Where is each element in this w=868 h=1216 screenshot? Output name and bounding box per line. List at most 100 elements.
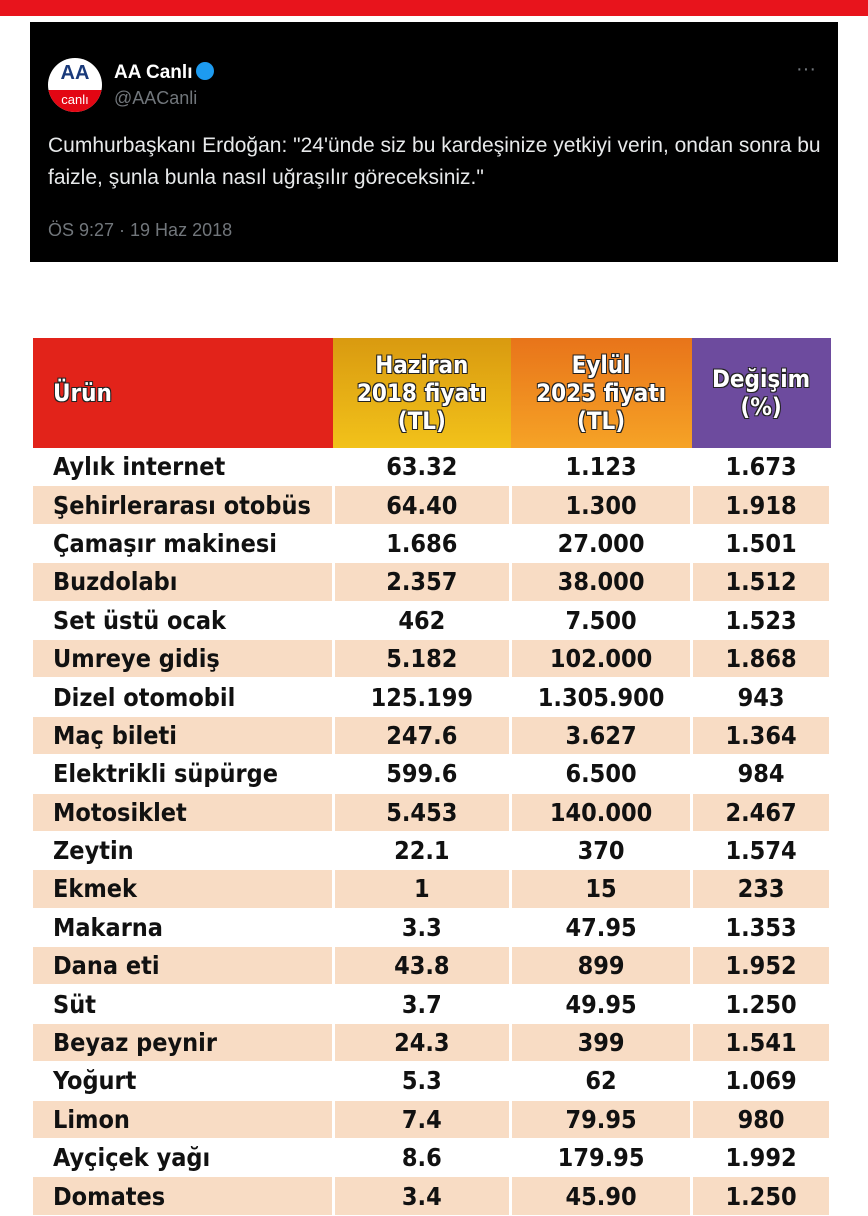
product-cell: Buzdolabı: [33, 562, 335, 602]
table-row: Dana eti 43.8 899 1.952: [33, 946, 832, 986]
product-cell: Şehirlerarası otobüs: [33, 485, 335, 525]
header-line: 2025 fiyatı: [536, 379, 667, 407]
more-menu[interactable]: ···: [796, 58, 816, 80]
value-cell: 399: [510, 1023, 694, 1063]
product-cell: Ayçiçek yağı: [33, 1138, 335, 1178]
header-cell: Haziran 2018 fiyatı (TL): [333, 338, 511, 448]
product-cell: Süt: [33, 984, 335, 1024]
value-cell: 64.40: [333, 485, 513, 525]
avatar[interactable]: AA canlı: [48, 58, 102, 112]
value-cell: 980: [691, 1100, 832, 1140]
value-cell: 984: [691, 754, 832, 794]
value-cell: 1: [333, 869, 513, 909]
value-cell: 6.500: [510, 754, 694, 794]
header-cell: Eylül 2025 fiyatı (TL): [510, 338, 692, 448]
header-line: Ürün: [53, 379, 112, 407]
value-cell: 1.501: [691, 524, 832, 564]
value-cell: 5.182: [333, 639, 513, 679]
value-cell: 1.123: [510, 448, 694, 487]
header-line: (%): [740, 393, 782, 421]
author-handle[interactable]: @AACanli: [114, 88, 198, 108]
value-cell: 1.364: [691, 716, 832, 756]
header-row: Ürün Haziran 2018 fiyatı (TL) Eylül 2025 fiya…: [33, 338, 831, 448]
header-cell: Ürün: [33, 338, 334, 448]
value-cell: 63.32: [333, 448, 513, 487]
table-row: Buzdolabı 2.357 38.000 1.512: [33, 562, 832, 602]
value-cell: 2.467: [691, 793, 832, 832]
product-cell: Aylık internet: [33, 448, 335, 487]
table-row: Ayçiçek yağı 8.6 179.95 1.992: [33, 1138, 832, 1178]
product-cell: Limon: [33, 1100, 335, 1140]
table-row: Çamaşır makinesi 1.686 27.000 1.501: [33, 524, 832, 564]
value-cell: 1.541: [691, 1023, 832, 1063]
value-cell: 462: [333, 601, 513, 640]
header-line: Haziran: [375, 351, 469, 379]
table-row: Elektrikli süpürge 599.6 6.500 984: [33, 754, 832, 794]
table-row: Motosiklet 5.453 140.000 2.467: [33, 793, 832, 832]
value-cell: 3.3: [333, 908, 513, 948]
value-cell: 49.95: [510, 984, 694, 1024]
header-cell: Değişim (%): [691, 338, 831, 448]
table-row: Maç bileti 247.6 3.627 1.364: [33, 716, 832, 756]
value-cell: 140.000: [510, 793, 694, 832]
value-cell: 1.305.900: [510, 677, 694, 717]
product-cell: Ekmek: [33, 869, 335, 909]
table-row: Domates 3.4 45.90 1.250: [33, 1176, 832, 1216]
product-cell: Dizel otomobil: [33, 677, 335, 717]
avatar-label: canlı: [48, 90, 102, 112]
value-cell: 1.523: [691, 601, 832, 640]
value-cell: 15: [510, 869, 694, 909]
table-row: Set üstü ocak 462 7.500 1.523: [33, 601, 832, 640]
value-cell: 45.90: [510, 1176, 694, 1216]
product-cell: Çamaşır makinesi: [33, 524, 335, 564]
value-cell: 102.000: [510, 639, 694, 679]
header-line: Değişim: [711, 365, 811, 393]
value-cell: 3.627: [510, 716, 694, 756]
product-cell: Makarna: [33, 908, 335, 948]
table-row: Aylık internet 63.32 1.123 1.673: [33, 448, 832, 487]
value-cell: 1.686: [333, 524, 513, 564]
author-name[interactable]: AA Canlı: [114, 62, 215, 84]
product-cell: Umreye gidiş: [33, 639, 335, 679]
value-cell: 7.500: [510, 601, 694, 640]
value-cell: 2.357: [333, 562, 513, 602]
value-cell: 1.300: [510, 485, 694, 525]
value-cell: 125.199: [333, 677, 513, 717]
value-cell: 233: [691, 869, 832, 909]
value-cell: 179.95: [510, 1138, 694, 1178]
product-cell: Maç bileti: [33, 716, 335, 756]
product-cell: Beyaz peynir: [33, 1023, 335, 1063]
value-cell: 1.250: [691, 984, 832, 1024]
tweet-text: Cumhurbaşkanı Erdoğan: "24'ünde siz bu k…: [48, 134, 821, 189]
value-cell: 62: [510, 1061, 694, 1101]
header-line: Eylül: [571, 351, 631, 379]
value-cell: 38.000: [510, 562, 694, 602]
avatar-logo: AA: [60, 62, 90, 84]
value-cell: 8.6: [333, 1138, 513, 1178]
value-cell: 22.1: [333, 831, 513, 871]
value-cell: 3.4: [333, 1176, 513, 1216]
product-cell: Domates: [33, 1176, 335, 1216]
tweet-card: AA canlı AA Canlı @AACanli ··· Cumhurbaş…: [30, 22, 838, 262]
author-name-text[interactable]: AA Canlı: [114, 62, 193, 83]
value-cell: 1.992: [691, 1138, 832, 1178]
product-cell: Dana eti: [33, 946, 335, 986]
product-cell: Elektrikli süpürge: [33, 754, 335, 794]
value-cell: 1.353: [691, 908, 832, 948]
header-line: (TL): [397, 407, 446, 435]
product-cell: Motosiklet: [33, 793, 335, 832]
value-cell: 1.952: [691, 946, 832, 986]
value-cell: 1.574: [691, 831, 832, 871]
value-cell: 899: [510, 946, 694, 986]
table-row: Limon 7.4 79.95 980: [33, 1100, 832, 1140]
value-cell: 5.3: [333, 1061, 513, 1101]
value-cell: 79.95: [510, 1100, 694, 1140]
value-cell: 47.95: [510, 908, 694, 948]
tweet-time[interactable]: ÖS 9:27 · 19 Haz 2018: [48, 220, 233, 240]
product-cell: Set üstü ocak: [33, 601, 335, 640]
value-cell: 599.6: [333, 754, 513, 794]
top-bar: [0, 0, 868, 16]
table-row: Dizel otomobil 125.199 1.305.900 943: [33, 677, 832, 717]
product-cell: Yoğurt: [33, 1061, 335, 1101]
